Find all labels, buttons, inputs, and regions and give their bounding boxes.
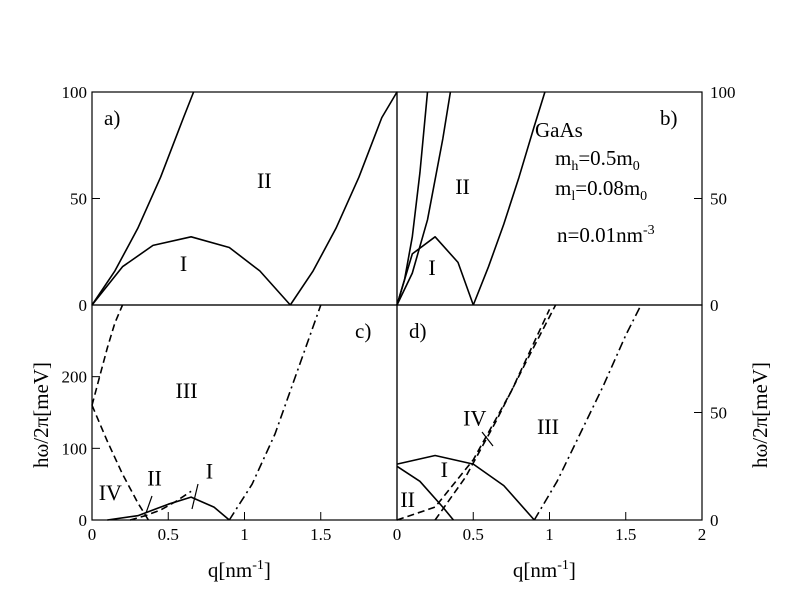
panel-d-label: d) bbox=[409, 319, 427, 343]
panel-b-ytick-label-2: 100 bbox=[710, 83, 736, 102]
panel-c-region-2: III bbox=[176, 378, 198, 403]
y-axis-label-right: hω/2π[meV] bbox=[748, 362, 772, 468]
panel-d-series-2 bbox=[396, 308, 551, 521]
panel-c-ytick-label-0: 0 bbox=[79, 511, 88, 530]
panel-c-region-3: IV bbox=[99, 480, 122, 505]
panel-c-label: c) bbox=[355, 319, 371, 343]
panel-d-region-2: III bbox=[537, 414, 559, 439]
panel-d-ytick-label-1: 50 bbox=[710, 404, 727, 423]
panel-d-region-1: II bbox=[400, 487, 415, 512]
panel-b-label: b) bbox=[660, 106, 678, 130]
panel-c-xtick-label-2: 1 bbox=[240, 525, 249, 544]
panel-c-region-0: I bbox=[206, 458, 213, 483]
panel-d-ytick-label-0: 0 bbox=[710, 511, 719, 530]
panel-b-series-1 bbox=[396, 236, 475, 306]
panel-c-series-2 bbox=[107, 496, 230, 521]
panel-d-xtick-label-1: 0.5 bbox=[463, 525, 484, 544]
panel-a-series-0 bbox=[91, 91, 195, 306]
panel-a-region-0: I bbox=[180, 251, 187, 276]
panel-c-xtick-label-0: 0 bbox=[88, 525, 97, 544]
panel-c-ytick-label-2: 200 bbox=[62, 368, 88, 387]
panel-d-series-3 bbox=[434, 304, 557, 521]
panels-layer: 050100a)III050100b)IIIGaAsmh=0.5m0ml=0.0… bbox=[62, 83, 736, 582]
panel-d-series-1 bbox=[396, 465, 455, 521]
panel-d-xtick-label-0: 0 bbox=[393, 525, 402, 544]
panel-d-xtick-label-3: 1.5 bbox=[615, 525, 636, 544]
panel-d-xtick-label-2: 1 bbox=[545, 525, 554, 544]
panel-b-ytick-label-1: 50 bbox=[710, 190, 727, 209]
panel-a-ytick-label-0: 0 bbox=[79, 296, 88, 315]
panel-b-series-2 bbox=[396, 91, 452, 306]
panel-a-ytick-label-1: 50 bbox=[70, 190, 87, 209]
panel-c-series-0 bbox=[91, 304, 124, 406]
panel-c-series-1 bbox=[91, 404, 150, 521]
panel-d-region-0: I bbox=[441, 457, 448, 482]
panel-c-leader-I bbox=[191, 483, 199, 510]
panel-a-ytick-label-2: 100 bbox=[62, 83, 88, 102]
panel-b-mh: mh=0.5m0 bbox=[555, 146, 640, 174]
panel-b-material: GaAs bbox=[535, 118, 583, 142]
panel-a-label: a) bbox=[104, 106, 120, 130]
panel-c-xtick-label-3: 1.5 bbox=[310, 525, 331, 544]
panel-b-ml: ml=0.08m0 bbox=[555, 176, 647, 204]
panel-c-ytick-label-1: 100 bbox=[62, 439, 88, 458]
y-axis-label-left: hω/2π[meV] bbox=[29, 362, 53, 468]
panel-b-ytick-label-0: 0 bbox=[710, 296, 719, 315]
panel-a-series-1 bbox=[91, 236, 291, 306]
panel-c-leader-II bbox=[145, 495, 153, 514]
panel-b-region-0: I bbox=[428, 255, 435, 280]
panel-d-leader-IV bbox=[481, 431, 494, 447]
panel-d-xtick-label-4: 2 bbox=[698, 525, 707, 544]
panel-b-series-3 bbox=[472, 91, 546, 306]
panel-c-series-3 bbox=[129, 490, 192, 521]
panel-d-series-4 bbox=[533, 304, 642, 521]
panel-c-xtick-label-1: 0.5 bbox=[158, 525, 179, 544]
panel-b-density: n=0.01nm-3 bbox=[557, 223, 655, 247]
panel-d-region-3: IV bbox=[463, 405, 486, 430]
panel-b-region-1: II bbox=[455, 174, 470, 199]
panel-c-region-1: II bbox=[147, 466, 162, 491]
panel-b: 050100b)IIIGaAsmh=0.5m0ml=0.08m0n=0.01nm… bbox=[396, 83, 736, 315]
panel-a-region-1: II bbox=[257, 168, 272, 193]
panel-c-series-4 bbox=[228, 304, 322, 521]
panel-a-series-2 bbox=[289, 91, 398, 306]
